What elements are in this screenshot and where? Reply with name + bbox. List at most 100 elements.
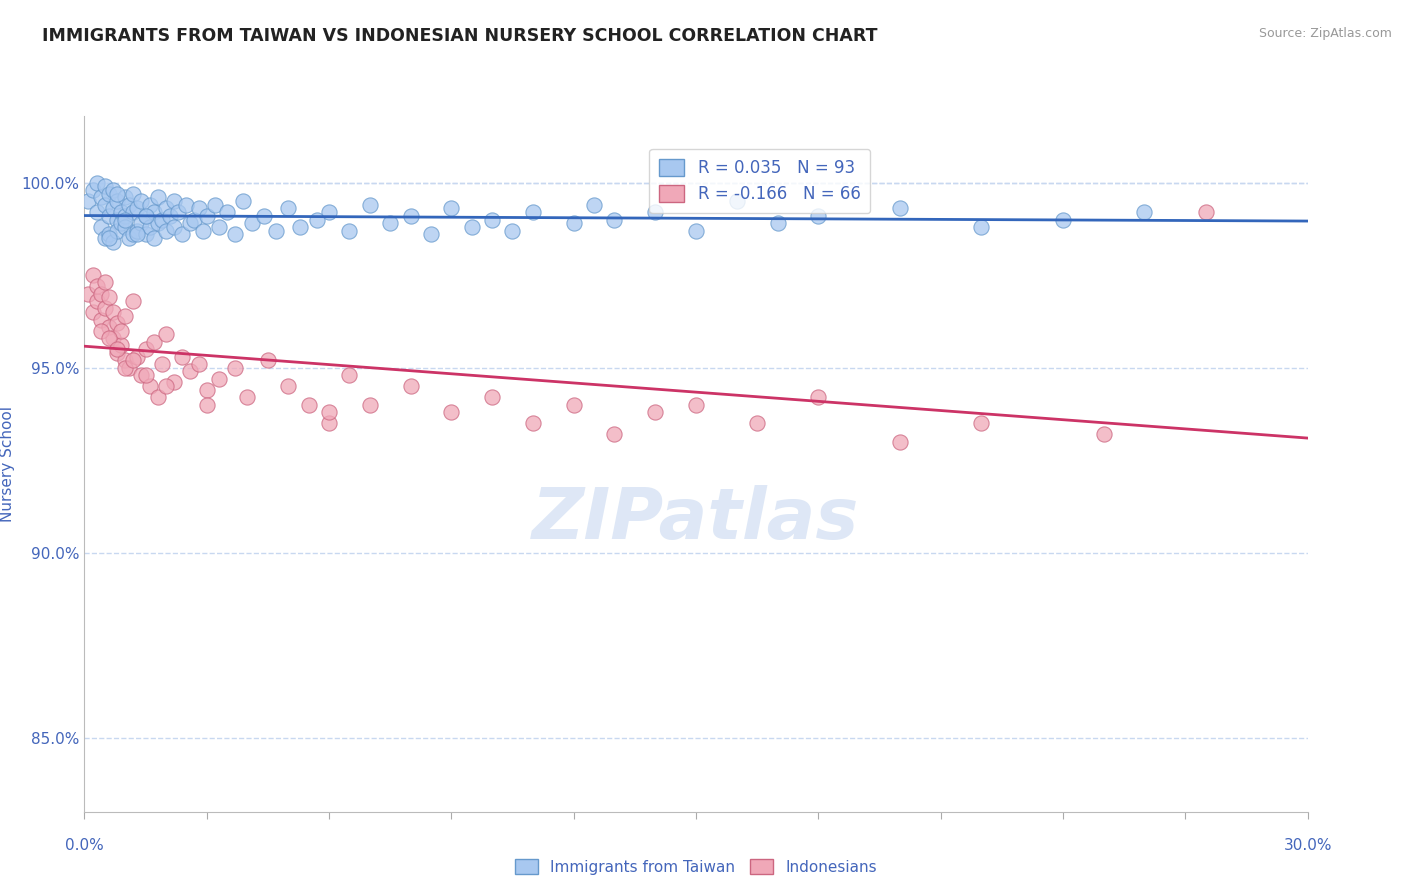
Point [122,293,145,308]
Point [224,227,246,242]
Point [114,360,136,375]
Point [187,357,209,371]
Point [277,202,299,216]
Point [135,368,157,382]
Point [440,405,463,419]
Point [155,327,177,342]
Point [725,194,748,208]
Point [155,202,177,216]
Point [562,216,585,230]
Point [146,216,169,230]
Point [359,198,381,212]
Point [179,364,201,378]
Point [163,219,186,234]
Point [127,227,149,242]
Point [105,342,128,356]
Point [970,416,993,430]
Point [889,434,911,449]
Point [114,190,136,204]
Point [807,209,830,223]
Point [195,383,218,397]
Point [1133,205,1156,219]
Point [240,216,263,230]
Point [195,398,218,412]
Point [562,398,585,412]
Point [146,190,169,204]
Point [101,183,124,197]
Point [142,334,165,349]
Point [86,279,108,293]
Point [150,357,173,371]
Point [77,194,100,208]
Point [481,390,503,404]
Point [461,219,484,234]
Point [93,276,117,290]
Point [97,231,120,245]
Point [142,205,165,219]
Point [142,231,165,245]
Point [82,268,104,282]
Point [105,194,128,208]
Point [644,405,666,419]
Point [90,312,112,326]
Point [118,231,141,245]
Point [97,331,120,345]
Point [339,224,361,238]
Point [399,379,422,393]
Point [298,398,321,412]
Point [114,353,136,368]
Point [101,235,124,249]
Point [264,224,287,238]
Point [522,416,544,430]
Point [481,212,503,227]
Point [127,202,149,216]
Point [122,227,145,242]
Point [86,205,108,219]
Point [236,390,259,404]
Point [257,353,280,368]
Point [114,212,136,227]
Point [191,224,214,238]
Point [146,390,169,404]
Point [204,198,226,212]
Point [208,372,231,386]
Point [90,324,112,338]
Point [82,183,104,197]
Point [970,219,993,234]
Text: IMMIGRANTS FROM TAIWAN VS INDONESIAN NURSERY SCHOOL CORRELATION CHART: IMMIGRANTS FROM TAIWAN VS INDONESIAN NUR… [42,27,877,45]
Point [155,224,177,238]
Point [224,360,246,375]
Point [159,209,181,223]
Point [583,198,606,212]
Point [90,219,112,234]
Point [195,209,218,223]
Point [97,290,120,304]
Point [318,405,340,419]
Point [93,179,117,194]
Point [155,379,177,393]
Point [163,376,186,390]
Point [93,301,117,316]
Point [131,368,153,382]
Point [127,350,149,364]
Point [305,212,328,227]
Point [318,416,340,430]
Point [114,309,136,323]
Point [1195,205,1218,219]
Point [183,212,205,227]
Point [97,319,120,334]
Point [131,216,153,230]
Point [208,219,231,234]
Point [380,216,402,230]
Point [138,198,160,212]
Point [217,205,239,219]
Point [232,194,254,208]
Point [110,216,132,230]
Text: ZIPatlas: ZIPatlas [533,485,859,554]
Point [150,212,173,227]
Point [101,305,124,319]
Point [807,390,830,404]
Point [502,224,524,238]
Point [135,209,157,223]
Point [603,212,626,227]
